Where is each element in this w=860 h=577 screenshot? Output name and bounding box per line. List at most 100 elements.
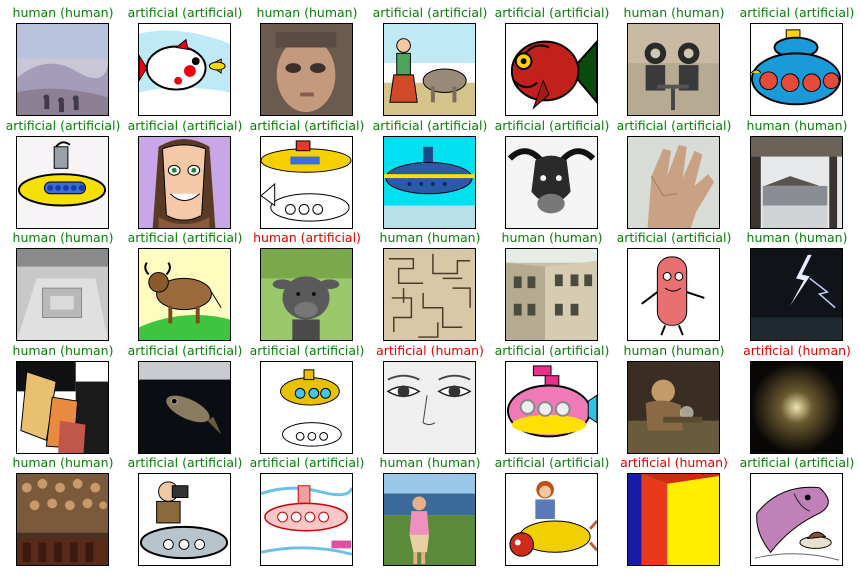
- prediction-label: human (human): [12, 230, 114, 245]
- thumbnail-picture: [751, 24, 842, 115]
- thumbnail-picture: [384, 137, 475, 228]
- thumbnail-image: [260, 136, 353, 229]
- thumbnail-picture: [628, 249, 719, 340]
- thumbnail-picture: [17, 474, 108, 565]
- thumbnail-picture: [384, 362, 475, 453]
- prediction-label: artificial (artificial): [5, 118, 121, 133]
- prediction-label: human (human): [379, 230, 481, 245]
- thumbnail-image: [505, 23, 598, 116]
- thumbnail-picture: [261, 249, 352, 340]
- prediction-label: artificial (human): [743, 343, 851, 358]
- thumbnail-image: [383, 23, 476, 116]
- prediction-label: artificial (artificial): [494, 343, 610, 358]
- thumbnail-image: [383, 136, 476, 229]
- thumbnail-image: [16, 23, 109, 116]
- prediction-label: human (human): [746, 230, 848, 245]
- thumbnail-picture: [384, 24, 475, 115]
- thumbnail-image: [383, 248, 476, 341]
- thumbnail-image: [627, 248, 720, 341]
- thumbnail-image: [16, 361, 109, 454]
- prediction-label: artificial (artificial): [494, 118, 610, 133]
- thumbnail-image: [505, 248, 598, 341]
- thumbnail-picture: [261, 474, 352, 565]
- thumbnail-image: [627, 136, 720, 229]
- prediction-label: human (human): [746, 118, 848, 133]
- thumbnail-picture: [261, 362, 352, 453]
- thumbnail-image: [138, 248, 231, 341]
- thumbnail-image: [750, 248, 843, 341]
- thumbnail-image: [383, 361, 476, 454]
- prediction-label: artificial (artificial): [494, 5, 610, 20]
- thumbnail-picture: [139, 249, 230, 340]
- thumbnail-image: [627, 361, 720, 454]
- thumbnail-picture: [17, 24, 108, 115]
- thumbnail-picture: [628, 362, 719, 453]
- thumbnail-picture: [506, 249, 597, 340]
- prediction-label: human (human): [623, 343, 725, 358]
- thumbnail-image: [16, 136, 109, 229]
- prediction-label: human (human): [12, 343, 114, 358]
- thumbnail-image: [627, 23, 720, 116]
- thumbnail-image: [505, 136, 598, 229]
- prediction-label: artificial (artificial): [127, 343, 243, 358]
- prediction-label: human (human): [12, 455, 114, 470]
- thumbnail-picture: [506, 362, 597, 453]
- thumbnail-picture: [17, 249, 108, 340]
- thumbnail-picture: [628, 137, 719, 228]
- thumbnail-image: [383, 473, 476, 566]
- thumbnail-picture: [506, 137, 597, 228]
- prediction-label: artificial (artificial): [127, 5, 243, 20]
- thumbnail-image: [750, 23, 843, 116]
- thumbnail-picture: [139, 474, 230, 565]
- prediction-label: human (human): [501, 230, 603, 245]
- thumbnail-picture: [628, 24, 719, 115]
- thumbnail-image: [138, 473, 231, 566]
- thumbnail-image: [16, 473, 109, 566]
- prediction-label: artificial (artificial): [739, 455, 855, 470]
- thumbnail-picture: [628, 474, 719, 565]
- thumbnail-picture: [751, 137, 842, 228]
- thumbnail-image: [505, 473, 598, 566]
- prediction-label: artificial (artificial): [249, 455, 365, 470]
- thumbnail-picture: [506, 474, 597, 565]
- prediction-label: artificial (artificial): [127, 118, 243, 133]
- thumbnail-image: [750, 361, 843, 454]
- prediction-label: human (human): [256, 5, 358, 20]
- thumbnail-picture: [384, 474, 475, 565]
- thumbnail-picture: [384, 249, 475, 340]
- thumbnail-picture: [17, 362, 108, 453]
- thumbnail-image: [16, 248, 109, 341]
- thumbnail-image: [138, 136, 231, 229]
- prediction-label: human (human): [379, 455, 481, 470]
- prediction-label: human (human): [623, 5, 725, 20]
- prediction-label: artificial (artificial): [616, 230, 732, 245]
- prediction-label: artificial (artificial): [372, 5, 488, 20]
- thumbnail-image: [260, 473, 353, 566]
- prediction-label: artificial (artificial): [494, 455, 610, 470]
- thumbnail-image: [627, 473, 720, 566]
- prediction-label: artificial (artificial): [249, 343, 365, 358]
- thumbnail-image: [750, 136, 843, 229]
- thumbnail-image: [138, 23, 231, 116]
- thumbnail-image: [260, 248, 353, 341]
- prediction-label: human (artificial): [253, 230, 361, 245]
- thumbnail-picture: [751, 249, 842, 340]
- thumbnail-picture: [751, 362, 842, 453]
- prediction-label: artificial (artificial): [127, 455, 243, 470]
- thumbnail-image: [505, 361, 598, 454]
- thumbnail-image: [138, 361, 231, 454]
- thumbnail-picture: [139, 362, 230, 453]
- thumbnail-image: [260, 361, 353, 454]
- thumbnail-picture: [261, 137, 352, 228]
- prediction-label: artificial (artificial): [739, 5, 855, 20]
- thumbnail-image: [750, 473, 843, 566]
- thumbnail-picture: [17, 137, 108, 228]
- thumbnail-picture: [506, 24, 597, 115]
- prediction-label: artificial (artificial): [249, 118, 365, 133]
- prediction-label: human (human): [12, 5, 114, 20]
- thumbnail-picture: [139, 137, 230, 228]
- thumbnail-picture: [139, 24, 230, 115]
- thumbnail-picture: [751, 474, 842, 565]
- prediction-label: artificial (artificial): [372, 118, 488, 133]
